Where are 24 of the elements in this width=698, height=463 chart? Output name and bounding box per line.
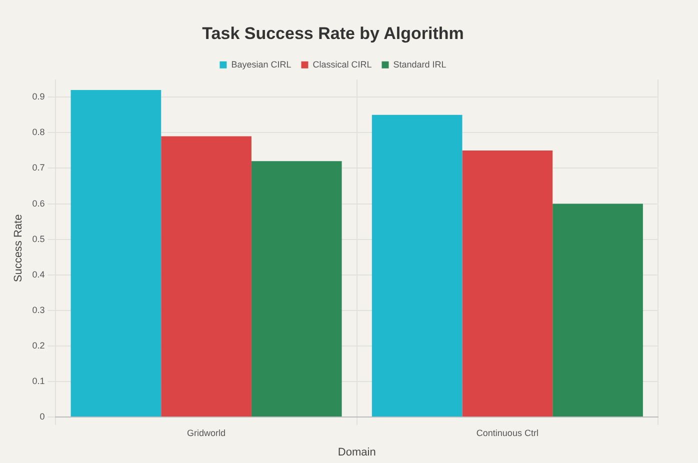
y-tick-label: 0.6 [32, 198, 45, 208]
legend-label: Standard IRL [393, 59, 446, 70]
y-tick-label: 0.7 [32, 162, 45, 173]
y-tick-label: 0.8 [32, 127, 45, 138]
bar [70, 90, 162, 416]
x-tick-label: Gridworld [187, 428, 226, 438]
x-axis-title: Domain [338, 446, 376, 458]
chart-title: Task Success Rate by Algorithm [202, 24, 464, 43]
bar [161, 136, 252, 416]
bar [462, 150, 553, 416]
legend-label: Classical CIRL [312, 59, 372, 70]
y-tick-label: 0.2 [32, 340, 45, 350]
y-tick-label: 0 [40, 411, 45, 422]
x-tick-label: Continuous Ctrl [476, 428, 538, 438]
y-tick-label: 0.5 [32, 234, 45, 244]
y-tick-label: 0.9 [32, 92, 45, 102]
y-tick-label: 0.4 [32, 269, 45, 280]
bar [552, 204, 643, 416]
y-axis-title: Success Rate [12, 214, 25, 282]
bar [251, 161, 342, 416]
legend-label: Bayesian CIRL [231, 59, 292, 70]
y-tick-label: 0.1 [32, 376, 45, 386]
bar [372, 114, 462, 416]
y-tick-label: 0.3 [32, 304, 45, 315]
